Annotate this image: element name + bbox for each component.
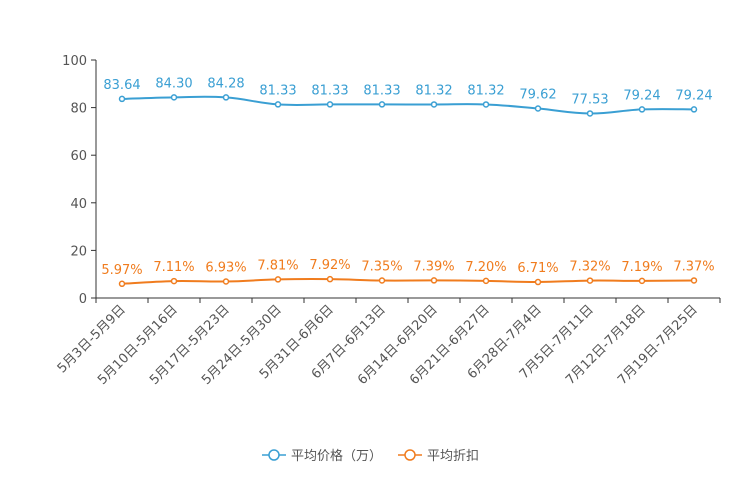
- data-label: 7.20%: [465, 260, 506, 275]
- data-point[interactable]: [534, 105, 542, 112]
- data-label: 81.32: [467, 83, 504, 98]
- x-axis-tick-labels: 5月3日-5月9日5月10日-5月16日5月17日-5月23日5月24日-5月3…: [55, 298, 721, 388]
- data-point[interactable]: [378, 277, 386, 284]
- data-point[interactable]: [534, 278, 542, 286]
- data-label: 5.97%: [101, 263, 142, 278]
- data-point[interactable]: [326, 275, 334, 283]
- data-label: 79.24: [675, 88, 712, 103]
- data-label: 83.64: [103, 78, 140, 93]
- data-point[interactable]: [690, 106, 698, 113]
- data-label: 7.11%: [153, 260, 194, 275]
- data-label: 7.37%: [673, 259, 714, 274]
- legend-item-0[interactable]: 平均价格（万）: [262, 448, 382, 464]
- y-tick-label: 0: [79, 292, 87, 307]
- data-point[interactable]: [482, 277, 490, 285]
- y-tick-label: 80: [70, 102, 87, 117]
- data-label: 81.33: [259, 83, 296, 98]
- legend-label: 平均折扣: [427, 449, 479, 464]
- data-point[interactable]: [586, 110, 594, 117]
- data-point[interactable]: [222, 94, 230, 101]
- data-label: 7.32%: [569, 260, 610, 275]
- data-point[interactable]: [274, 101, 282, 108]
- data-labels: 83.64 84.30 84.28 81.33 81.33 81.33 81.32 81.32…: [101, 76, 714, 277]
- data-label: 77.53: [571, 92, 608, 107]
- data-point[interactable]: [378, 101, 386, 108]
- data-point[interactable]: [118, 95, 126, 103]
- data-label: 84.30: [155, 76, 192, 91]
- data-label: 7.35%: [361, 260, 402, 275]
- data-label: 6.71%: [517, 261, 558, 276]
- data-point[interactable]: [482, 101, 490, 108]
- data-point[interactable]: [690, 277, 698, 284]
- data-point[interactable]: [430, 277, 438, 284]
- data-label: 79.24: [623, 88, 660, 103]
- data-label: 81.33: [363, 83, 400, 98]
- data-point[interactable]: [274, 276, 282, 283]
- data-point[interactable]: [326, 101, 334, 108]
- data-label: 6.93%: [205, 261, 246, 276]
- series-line-1: [121, 278, 695, 285]
- y-tick-label: 60: [70, 149, 87, 164]
- legend-marker: [404, 449, 416, 461]
- data-point[interactable]: [638, 277, 646, 285]
- data-point[interactable]: [170, 94, 178, 101]
- data-point[interactable]: [170, 277, 178, 285]
- data-point[interactable]: [586, 277, 594, 284]
- y-tick-label: 40: [70, 197, 87, 212]
- data-label: 81.32: [415, 83, 452, 98]
- data-point[interactable]: [118, 280, 126, 288]
- data-label: 7.81%: [257, 258, 298, 273]
- data-label: 79.62: [519, 88, 556, 103]
- data-point[interactable]: [222, 278, 230, 285]
- legend-item-1[interactable]: 平均折扣: [398, 449, 479, 464]
- data-label: 84.28: [207, 76, 244, 91]
- data-label: 7.19%: [621, 260, 662, 275]
- series-layer: [118, 94, 698, 288]
- data-label: 7.39%: [413, 259, 454, 274]
- data-label: 7.92%: [309, 258, 350, 273]
- series-line-0: [121, 95, 695, 115]
- y-tick-label: 100: [62, 54, 87, 69]
- y-tick-label: 20: [70, 244, 87, 259]
- data-point[interactable]: [638, 106, 646, 113]
- data-label: 81.33: [311, 83, 348, 98]
- data-point[interactable]: [430, 101, 438, 108]
- legend-label: 平均价格（万）: [291, 448, 382, 464]
- legend-marker: [268, 449, 280, 461]
- legend[interactable]: 平均价格（万） 平均折扣: [262, 448, 479, 464]
